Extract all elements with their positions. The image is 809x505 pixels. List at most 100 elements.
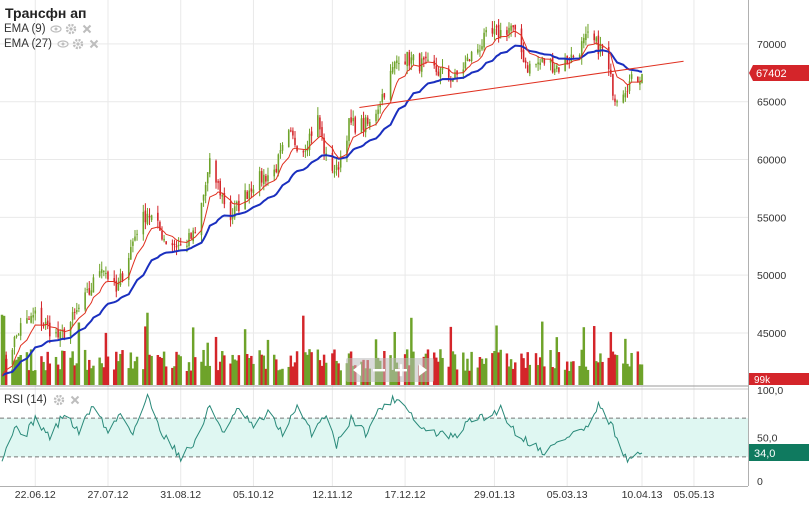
volume-bar: [171, 367, 174, 385]
candle: [121, 271, 124, 283]
candle: [55, 328, 57, 338]
volume-bar: [451, 351, 455, 385]
volume-bar: [15, 359, 18, 385]
volume-bar: [526, 352, 529, 385]
volume-bar: [505, 353, 509, 385]
zoom-out-button[interactable]: [368, 358, 390, 382]
candle: [294, 131, 296, 148]
rsi-badge: 34,0: [749, 444, 809, 461]
gear-icon[interactable]: [53, 394, 65, 406]
candle: [71, 306, 74, 327]
volume-bar: [177, 354, 180, 385]
volume-bar: [133, 361, 137, 385]
volume-bar: [563, 369, 567, 385]
volume-bar: [117, 361, 120, 385]
candle: [508, 22, 510, 39]
volume-badge: 99k: [749, 373, 809, 386]
time-tick-label: 27.07.12: [88, 489, 129, 501]
navigation-bar: [346, 358, 434, 382]
volume-bar: [507, 366, 511, 385]
volume-bar: [56, 364, 60, 385]
volume-bar: [58, 369, 62, 385]
eye-icon[interactable]: [57, 40, 69, 48]
candle: [206, 172, 209, 192]
arrow-right-icon: [419, 364, 427, 376]
candle: [408, 49, 411, 70]
volume-bar: [613, 354, 617, 385]
volume-bar: [624, 338, 627, 385]
candle: [92, 274, 95, 293]
rsi-badge-value: 34,0: [754, 448, 775, 460]
volume-bar: [4, 358, 8, 385]
candle: [188, 228, 190, 250]
volume-bar: [304, 352, 307, 385]
volume-bar: [202, 349, 205, 385]
eye-icon[interactable]: [50, 25, 62, 33]
volume-bar: [83, 349, 87, 385]
candle: [34, 306, 37, 321]
scroll-right-button[interactable]: [412, 358, 434, 382]
volume-bar: [115, 351, 118, 385]
price-panel[interactable]: [0, 0, 748, 385]
time-axis[interactable]: 22.06.12 27.07.12 31.08.12 05.10.12 12.11.12…: [15, 489, 715, 501]
candle: [273, 164, 276, 181]
volume-bar: [484, 358, 488, 385]
volume-bar: [281, 368, 284, 385]
volume-bar: [200, 361, 203, 385]
candle: [28, 316, 30, 320]
trendline[interactable]: [359, 60, 684, 109]
gear-icon[interactable]: [65, 23, 77, 35]
candle: [512, 25, 514, 32]
rsi-layer: [0, 393, 748, 464]
volume-bar: [551, 367, 554, 385]
candle: [539, 59, 541, 70]
volume-bar: [272, 354, 276, 385]
rsi-axis[interactable]: 0 50,0 100,0: [757, 385, 783, 488]
volume-bar: [289, 355, 293, 385]
volume-bar: [626, 363, 629, 385]
grid: [0, 0, 748, 486]
candle: [157, 205, 159, 229]
legend-rsi[interactable]: RSI (14): [4, 394, 80, 406]
candle: [468, 58, 471, 62]
rsi-badge-shape: [749, 444, 809, 461]
close-icon[interactable]: [89, 39, 99, 49]
volume-bar: [291, 366, 295, 385]
candle: [348, 117, 350, 148]
price-axis[interactable]: 45000 50000 55000 60000 65000 70000: [757, 39, 786, 340]
legend-ema-9[interactable]: EMA (9): [4, 23, 92, 35]
scroll-left-button[interactable]: [346, 358, 368, 382]
volume-bar: [27, 370, 31, 385]
candle: [202, 194, 205, 207]
candle: [607, 41, 610, 76]
volume-bar: [248, 357, 251, 385]
volume-bar: [464, 370, 467, 385]
zoom-in-button[interactable]: [390, 358, 412, 382]
candle: [287, 128, 290, 148]
candle: [319, 114, 321, 137]
legend-ema-27[interactable]: EMA (27): [4, 38, 99, 50]
volume-bar: [189, 370, 193, 385]
candle: [377, 104, 379, 122]
candle: [622, 90, 625, 104]
candle: [466, 53, 469, 62]
close-icon[interactable]: [82, 24, 92, 34]
candle: [506, 26, 508, 42]
rsi-tick-label: 100,0: [757, 385, 783, 397]
close-icon[interactable]: [70, 395, 80, 405]
volume-bar: [609, 332, 613, 385]
candle: [84, 287, 86, 312]
volume-bar: [279, 369, 282, 385]
volume-bar: [522, 358, 525, 385]
volume-bar: [63, 351, 66, 385]
volume-bar: [185, 370, 189, 385]
volume-bar: [146, 312, 149, 385]
volume-bar: [129, 352, 133, 385]
price-tick-label: 65000: [757, 97, 786, 109]
gear-icon[interactable]: [72, 38, 84, 50]
volume-series: [0, 312, 644, 385]
candle: [404, 53, 406, 65]
volume-bar: [638, 364, 642, 385]
time-tick-label: 12.11.12: [312, 489, 352, 501]
